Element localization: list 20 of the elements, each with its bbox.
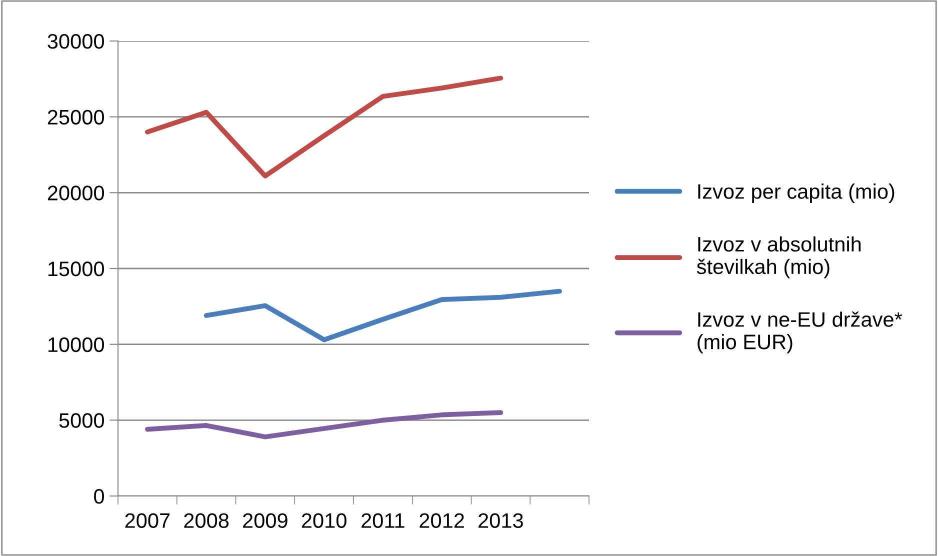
x-tick-label: 2008 [184, 513, 229, 528]
x-tick-label: 2011 [362, 513, 404, 528]
y-tick-label: 0 [94, 489, 104, 504]
x-tick-label: 2012 [420, 513, 464, 528]
line-series [145, 76, 504, 178]
legend-label: Izvoz v ne-EU države* (mio EUR) [698, 312, 902, 354]
line-series [204, 288, 562, 342]
legend-label: Izvoz v absolutnih številkah (mio) [696, 236, 861, 278]
y-tick-label: 10000 [48, 337, 104, 352]
line-series [145, 410, 504, 440]
y-tick-label: 15000 [48, 262, 104, 276]
y-tick-label: 5000 [59, 413, 104, 428]
x-tick-label: 2007 [125, 513, 170, 528]
legend-label: Izvoz per capita (mio) [698, 184, 894, 203]
x-tick-label: 2010 [302, 513, 346, 528]
x-tick-label: 2013 [478, 513, 523, 528]
y-tick-label: 30000 [48, 34, 104, 49]
y-tick-label: 25000 [48, 110, 104, 125]
y-tick-label: 20000 [48, 186, 104, 200]
x-tick-label: 2009 [243, 513, 288, 528]
